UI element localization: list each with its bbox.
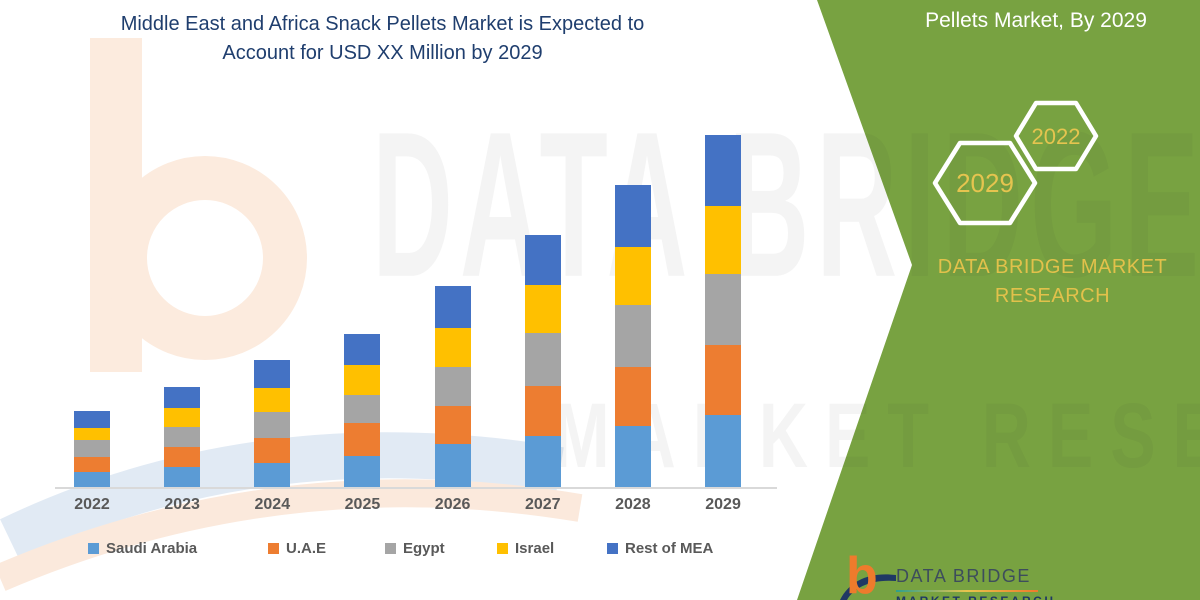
bar-segment-2024-israel (254, 388, 291, 412)
legend-item-u-a-e: U.A.E (268, 540, 326, 557)
bar-segment-2027-israel (524, 285, 561, 333)
x-axis-label-2027: 2027 (524, 496, 561, 513)
chart-title-line2: Account for USD XX Million by 2029 (222, 42, 543, 64)
bar-segment-2028-egypt (614, 305, 651, 367)
bar-segment-2029-egypt (705, 274, 742, 345)
legend-item-saudi-arabia: Saudi Arabia (88, 540, 197, 557)
legend-label: Rest of MEA (625, 540, 714, 557)
bar-segment-2022-rest-of-mea (74, 411, 110, 428)
bar-segment-2026-egypt (434, 367, 471, 406)
footer-logo-b-icon: b (846, 547, 878, 600)
legend-swatch-icon (607, 543, 618, 554)
x-axis-label-2029: 2029 (705, 496, 741, 513)
bar-segment-2022-egypt (74, 440, 110, 457)
bar-segment-2026-saudi-arabia (434, 444, 471, 487)
legend-swatch-icon (497, 543, 508, 554)
stacked-bar-2028 (614, 185, 651, 487)
stacked-bar-2024 (254, 360, 291, 487)
bar-segment-2023-u-a-e (164, 447, 201, 467)
legend-item-israel: Israel (497, 540, 554, 557)
stacked-bar-2023 (164, 387, 201, 487)
footer-logo-swoosh (840, 574, 896, 600)
stacked-bar-2026 (434, 286, 471, 487)
bar-segment-2024-saudi-arabia (254, 463, 291, 487)
bar-segment-2028-israel (614, 247, 651, 305)
x-axis-label-2025: 2025 (344, 496, 381, 513)
stacked-bar-2025 (344, 334, 381, 487)
legend-swatch-icon (268, 543, 279, 554)
bar-segment-2025-saudi-arabia (344, 456, 381, 487)
bar-segment-2025-rest-of-mea (344, 334, 381, 365)
footer-brand-name: DATA BRIDGE (896, 566, 1031, 586)
legend-item-egypt: Egypt (385, 540, 445, 557)
x-axis-label-2024: 2024 (254, 496, 291, 513)
bar-segment-2029-u-a-e (705, 345, 742, 415)
x-axis-label-2023: 2023 (164, 496, 200, 513)
bar-segment-2026-u-a-e (434, 406, 471, 444)
stacked-bar-2027 (524, 235, 561, 487)
bar-segment-2028-saudi-arabia (614, 426, 651, 487)
bar-segment-2023-saudi-arabia (164, 467, 201, 487)
bar-segment-2024-rest-of-mea (254, 360, 291, 388)
x-axis-label-2022: 2022 (74, 496, 110, 513)
stacked-bar-2029 (705, 135, 742, 487)
bar-segment-2029-rest-of-mea (705, 135, 742, 206)
legend-label: Saudi Arabia (106, 540, 198, 557)
bar-segment-2029-israel (705, 206, 742, 274)
legend-label: U.A.E (286, 540, 327, 557)
bar-segment-2026-israel (434, 328, 471, 367)
footer-brand-underline (896, 590, 1038, 592)
bar-segment-2027-u-a-e (524, 386, 561, 436)
bar-segment-2028-rest-of-mea (614, 185, 651, 247)
bar-segment-2023-rest-of-mea (164, 387, 201, 408)
chart-title-line1: Middle East and Africa Snack Pellets Mar… (120, 13, 645, 35)
chart-title: Middle East and Africa Snack Pellets Mar… (55, 10, 710, 68)
legend-label: Israel (515, 540, 555, 557)
bar-segment-2022-israel (74, 428, 110, 440)
bar-segment-2025-israel (344, 365, 381, 395)
bar-segment-2025-egypt (344, 395, 381, 423)
bar-segment-2024-u-a-e (254, 438, 291, 463)
stacked-bar-2022 (74, 411, 110, 487)
legend-item-rest-of-mea: Rest of MEA (607, 540, 713, 557)
bar-segment-2022-u-a-e (74, 457, 110, 472)
bar-segment-2025-u-a-e (344, 423, 381, 456)
legend-swatch-icon (385, 543, 396, 554)
footer-logo: b DATA BRIDGE MARKET RESEARCH (838, 547, 1088, 600)
x-axis-label-2028: 2028 (615, 496, 651, 513)
bar-segment-2027-rest-of-mea (524, 235, 561, 285)
bar-segment-2022-saudi-arabia (74, 472, 110, 487)
legend-swatch-icon (88, 543, 99, 554)
legend-label: Egypt (403, 540, 445, 557)
bar-segment-2024-egypt (254, 412, 291, 438)
bar-segment-2028-u-a-e (614, 367, 651, 426)
bar-segment-2027-saudi-arabia (524, 436, 561, 487)
bar-segment-2026-rest-of-mea (434, 286, 471, 328)
x-axis-label-2026: 2026 (434, 496, 471, 513)
x-axis-line (55, 487, 777, 489)
bar-segment-2023-israel (164, 408, 201, 427)
bar-segment-2027-egypt (524, 333, 561, 386)
bar-segment-2029-saudi-arabia (705, 415, 742, 487)
bar-segment-2023-egypt (164, 427, 201, 447)
footer-brand-subtitle: MARKET RESEARCH (896, 594, 1056, 600)
